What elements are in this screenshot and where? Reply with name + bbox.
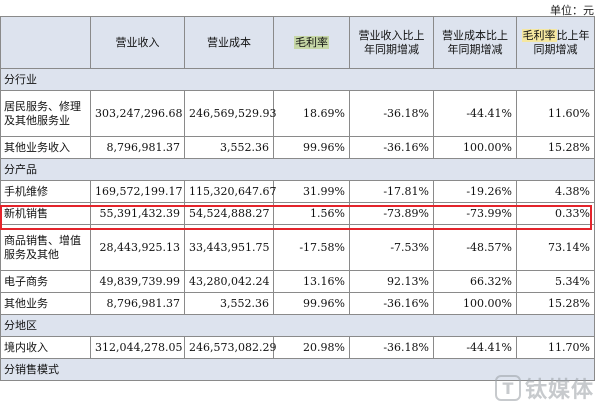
- cell-margin-change: 73.14%: [516, 224, 595, 271]
- cell-revenue-change: 92.13%: [349, 270, 434, 293]
- cell-revenue: 303,247,296.68: [90, 90, 185, 137]
- row-label: 手机维修: [0, 180, 91, 203]
- cell-margin: 99.96%: [273, 136, 350, 159]
- financial-table: 营业收入 营业成本 毛利率 营业收入比上年同期增减 营业成本比上年同期增减 毛利…: [0, 16, 595, 381]
- cell-cost: 3,552.36: [184, 292, 274, 315]
- row-label: 其他业务收入: [0, 136, 91, 159]
- cell-cost: 43,280,042.24: [184, 270, 274, 293]
- header-cost-change: 营业成本比上年同期增减: [433, 16, 517, 69]
- cell-margin-change: 4.38%: [516, 180, 595, 203]
- header-margin: 毛利率: [273, 16, 350, 69]
- section-sales-mode: 分销售模式: [0, 358, 595, 381]
- cell-cost-change: 66.32%: [433, 270, 517, 293]
- cell-cost: 33,443,951.75: [184, 224, 274, 271]
- section-row-sales-mode: 分销售模式: [0, 358, 595, 381]
- header-row: 营业收入 营业成本 毛利率 营业收入比上年同期增减 营业成本比上年同期增减 毛利…: [0, 16, 595, 69]
- header-margin-change: 毛利率比上年同期增减: [516, 16, 595, 69]
- cell-revenue-change: -36.16%: [349, 136, 434, 159]
- row-label: 电子商务: [0, 270, 91, 293]
- table-row-highlighted: 新机销售 55,391,432.39 54,524,888.27 1.56% -…: [0, 202, 595, 225]
- cell-cost-change: 100.00%: [433, 136, 517, 159]
- header-revenue: 营业收入: [90, 16, 185, 69]
- section-row-industry: 分行业: [0, 68, 595, 91]
- cell-revenue: 55,391,432.39: [90, 202, 185, 225]
- cell-margin-change: 15.28%: [516, 136, 595, 159]
- cell-margin-change: 5.34%: [516, 270, 595, 293]
- row-label: 新机销售: [0, 202, 91, 225]
- cell-margin-change: 11.70%: [516, 336, 595, 359]
- table-row: 境内收入 312,044,278.05 246,573,082.29 20.98…: [0, 336, 595, 359]
- cell-cost-change: -44.41%: [433, 336, 517, 359]
- cell-cost-change: -19.26%: [433, 180, 517, 203]
- cell-margin: 1.56%: [273, 202, 350, 225]
- cell-margin: 18.69%: [273, 90, 350, 137]
- header-margin-change-rest: 比上年同期增减: [533, 28, 590, 56]
- cell-revenue-change: -36.18%: [349, 336, 434, 359]
- header-empty: [0, 16, 91, 69]
- cell-cost-change: -48.57%: [433, 224, 517, 271]
- cell-revenue: 169,572,199.17: [90, 180, 185, 203]
- unit-label: 单位：元: [550, 4, 594, 17]
- header-cost: 营业成本: [184, 16, 274, 69]
- cell-revenue-change: -73.89%: [349, 202, 434, 225]
- cell-cost: 115,320,647.67: [184, 180, 276, 203]
- cell-revenue: 28,443,925.13: [90, 224, 185, 271]
- table-row: 居民服务、修理及其他服务业 303,247,296.68 246,569,529…: [0, 90, 595, 137]
- cell-cost: 246,569,529.93: [184, 90, 276, 137]
- cell-margin: -17.58%: [273, 224, 350, 271]
- row-label: 境内收入: [0, 336, 91, 359]
- cell-margin: 13.16%: [273, 270, 350, 293]
- section-row-product: 分产品: [0, 158, 595, 181]
- section-industry: 分行业: [0, 68, 595, 91]
- cell-revenue-change: -17.81%: [349, 180, 434, 203]
- cell-cost: 246,573,082.29: [184, 336, 276, 359]
- cell-margin: 99.96%: [273, 292, 350, 315]
- table-row: 手机维修 169,572,199.17 115,320,647.67 31.99…: [0, 180, 595, 203]
- table-row: 电子商务 49,839,739.99 43,280,042.24 13.16% …: [0, 270, 595, 293]
- cell-margin: 20.98%: [273, 336, 350, 359]
- cell-margin: 31.99%: [273, 180, 350, 203]
- cell-revenue: 8,796,981.37: [90, 292, 185, 315]
- row-label: 商品销售、增值服务及其他: [0, 224, 91, 271]
- table-row: 其他业务收入 8,796,981.37 3,552.36 99.96% -36.…: [0, 136, 595, 159]
- cell-margin-change: 15.28%: [516, 292, 595, 315]
- header-margin-highlight: 毛利率: [294, 35, 329, 49]
- watermark-logo-icon: T: [494, 375, 521, 401]
- row-label: 居民服务、修理及其他服务业: [0, 90, 91, 137]
- cell-revenue: 8,796,981.37: [90, 136, 185, 159]
- cell-cost-change: -73.99%: [433, 202, 517, 225]
- cell-margin-change: 0.33%: [516, 202, 595, 225]
- cell-revenue-change: -36.18%: [349, 90, 434, 137]
- cell-cost: 54,524,888.27: [184, 202, 274, 225]
- cell-revenue: 312,044,278.05: [90, 336, 185, 359]
- cell-cost-change: -44.41%: [433, 90, 517, 137]
- watermark: T 钛媒体: [494, 372, 594, 404]
- cell-revenue-change: -36.16%: [349, 292, 434, 315]
- cell-margin-change: 11.60%: [516, 90, 595, 137]
- cell-revenue: 49,839,739.99: [90, 270, 185, 293]
- header-revenue-change: 营业收入比上年同期增减: [349, 16, 434, 69]
- header-margin-change-highlight: 毛利率: [521, 28, 557, 42]
- row-label: 其他业务: [0, 292, 91, 315]
- cell-cost: 3,552.36: [184, 136, 274, 159]
- section-row-region: 分地区: [0, 314, 595, 337]
- watermark-text: 钛媒体: [524, 378, 594, 403]
- cell-revenue-change: -7.53%: [349, 224, 434, 271]
- table-row: 其他业务 8,796,981.37 3,552.36 99.96% -36.16…: [0, 292, 595, 315]
- section-region: 分地区: [0, 314, 595, 337]
- table-row: 商品销售、增值服务及其他 28,443,925.13 33,443,951.75…: [0, 224, 595, 271]
- section-product: 分产品: [0, 158, 595, 181]
- cell-cost-change: 100.00%: [433, 292, 517, 315]
